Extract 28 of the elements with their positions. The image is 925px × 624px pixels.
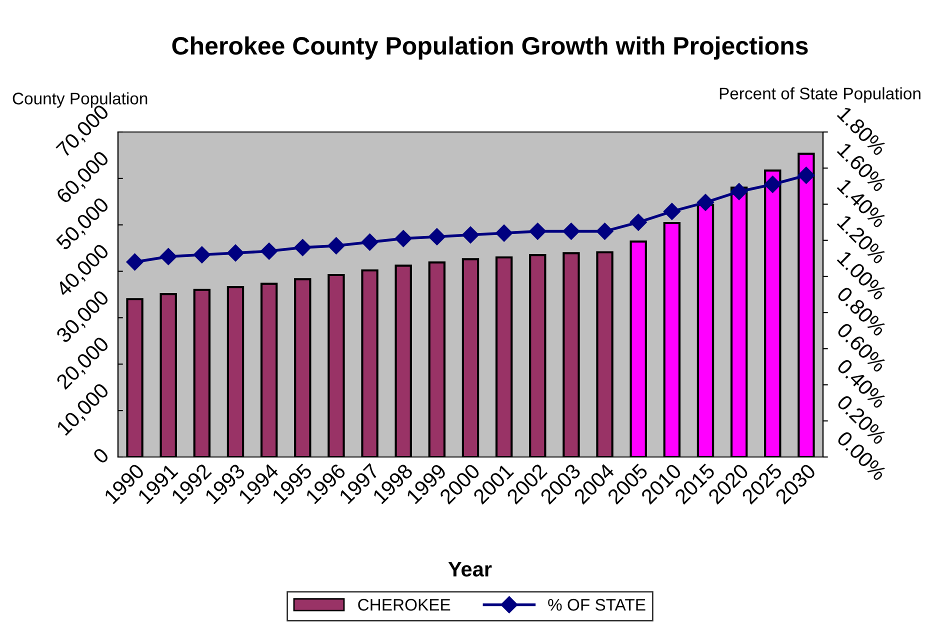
point bbox=[596, 222, 614, 240]
point bbox=[764, 176, 782, 193]
point bbox=[160, 248, 177, 266]
point bbox=[260, 242, 278, 260]
point bbox=[462, 226, 480, 244]
legend-label: CHEROKEE bbox=[358, 598, 450, 611]
point bbox=[529, 222, 546, 240]
point bbox=[394, 230, 412, 248]
point bbox=[496, 224, 513, 242]
y-tick-label: 0 bbox=[92, 447, 110, 464]
point bbox=[193, 246, 210, 264]
y-axis-title: County Population bbox=[12, 92, 148, 108]
point bbox=[663, 202, 680, 220]
point bbox=[562, 222, 580, 240]
point bbox=[328, 237, 345, 254]
point bbox=[126, 253, 144, 271]
chart-title: Cherokee County Population Growth with Projections bbox=[172, 36, 808, 60]
legend-label: % OF STATE bbox=[548, 598, 646, 611]
point bbox=[361, 234, 378, 251]
point bbox=[294, 239, 312, 256]
point bbox=[730, 183, 748, 200]
point bbox=[696, 194, 714, 211]
point bbox=[798, 166, 815, 184]
x-axis-title: Year bbox=[448, 562, 492, 577]
y2-axis-title: Percent of State Population bbox=[720, 87, 920, 103]
point bbox=[226, 244, 244, 262]
point bbox=[630, 214, 647, 231]
point bbox=[428, 228, 446, 246]
